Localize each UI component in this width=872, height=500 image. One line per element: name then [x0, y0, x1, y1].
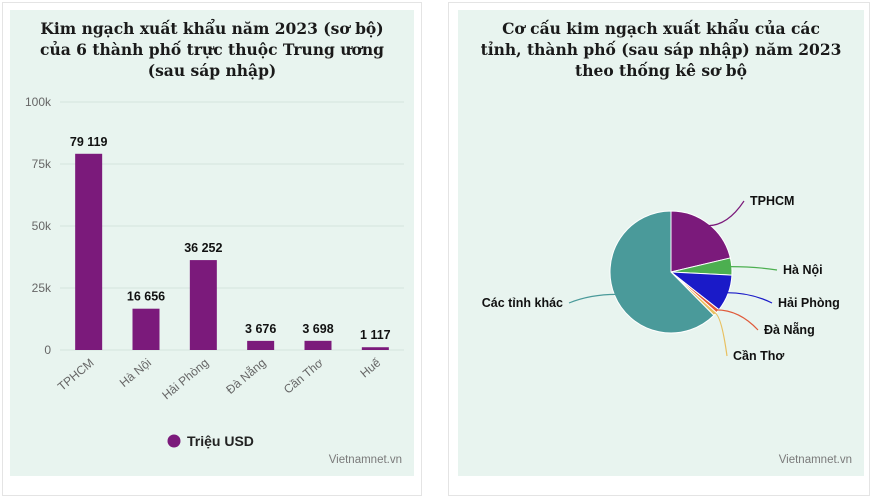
pie-slice-label: Hà Nội: [783, 263, 823, 277]
pie-slice-label: TPHCM: [750, 194, 794, 208]
bar-data-label: 79 119: [70, 135, 108, 149]
y-tick-label: 100k: [25, 95, 52, 109]
bar-data-label: 16 656: [127, 290, 165, 304]
bar: [75, 153, 103, 350]
pie-connector-line: [726, 292, 773, 304]
x-tick-label: Đà Nẵng: [223, 355, 269, 397]
bar-data-label: 1 117: [360, 328, 391, 342]
x-tick-label: Huế: [357, 355, 383, 380]
bar-chart-title-line: Kim ngạch xuất khẩu năm 2023 (sơ bộ): [40, 19, 384, 38]
pie-slice-label: Cần Thơ: [733, 349, 784, 363]
pie-chart-credit: Vietnamnet.vn: [778, 454, 852, 466]
bar-chart-title-line: (sau sáp nhập): [147, 61, 277, 80]
pie-connector-line: [716, 309, 759, 331]
bar: [132, 308, 160, 350]
pie-chart-panel: Cơ cấu kim ngạch xuất khẩu của các tỉnh,…: [458, 10, 864, 476]
x-tick-label: Cần Thơ: [281, 355, 326, 396]
bar-data-label: 3 676: [245, 322, 276, 336]
bar-chart-title: Kim ngạch xuất khẩu năm 2023 (sơ bộ) của…: [10, 18, 414, 81]
x-tick-label: TPHCM: [55, 356, 97, 394]
pie-connector-line: [707, 200, 745, 227]
pie-chart-title: Cơ cấu kim ngạch xuất khẩu của các tỉnh,…: [458, 18, 864, 81]
bar-chart: 0 25k 50k 75k 100k 79 119 TPHCM 16 656 Hà Nội 36 …: [25, 95, 404, 449]
x-tick-label: Hải Phòng: [159, 356, 211, 403]
y-tick-label: 25k: [32, 281, 52, 295]
bar-data-label: 36 252: [184, 241, 222, 255]
x-tick-label: Hà Nội: [117, 356, 154, 390]
pie-slice-label: Đà Nẵng: [764, 322, 815, 337]
pie-slice-label: Hải Phòng: [778, 296, 840, 310]
pie-chart-title-line: tỉnh, thành phố (sau sáp nhập) năm 2023: [480, 40, 842, 59]
bar: [304, 340, 332, 350]
y-tick-label: 50k: [32, 219, 52, 233]
pie-connector-line: [568, 293, 617, 304]
legend-label: Triệu USD: [187, 433, 254, 449]
pie-slice: [670, 210, 731, 273]
pie-slice: [609, 210, 715, 334]
bar-chart-credit: Vietnamnet.vn: [328, 454, 402, 466]
bar: [189, 260, 217, 350]
bar-data-label: 3 698: [302, 322, 333, 336]
pie-chart-title-line: theo thống kê sơ bộ: [575, 61, 747, 80]
y-tick-label: 75k: [32, 157, 52, 171]
pie-chart-title-line: Cơ cấu kim ngạch xuất khẩu của các: [502, 19, 820, 38]
pie-slice-label: Các tỉnh khác: [482, 296, 563, 310]
legend-marker: [167, 434, 181, 448]
bar: [361, 347, 389, 350]
bar-chart-panel: Kim ngạch xuất khẩu năm 2023 (sơ bộ) của…: [10, 10, 414, 476]
pie-chart: TPHCM Hà Nội Hải Phòng Đà Nẵng Cần Thơ Các tỉ…: [482, 194, 840, 363]
pie-connector-line: [729, 266, 778, 271]
bar: [247, 340, 275, 350]
pie-connector-line: [713, 312, 728, 357]
bar-chart-title-line: của 6 thành phố trực thuộc Trung ương: [40, 40, 384, 59]
y-tick-label: 0: [44, 343, 51, 357]
